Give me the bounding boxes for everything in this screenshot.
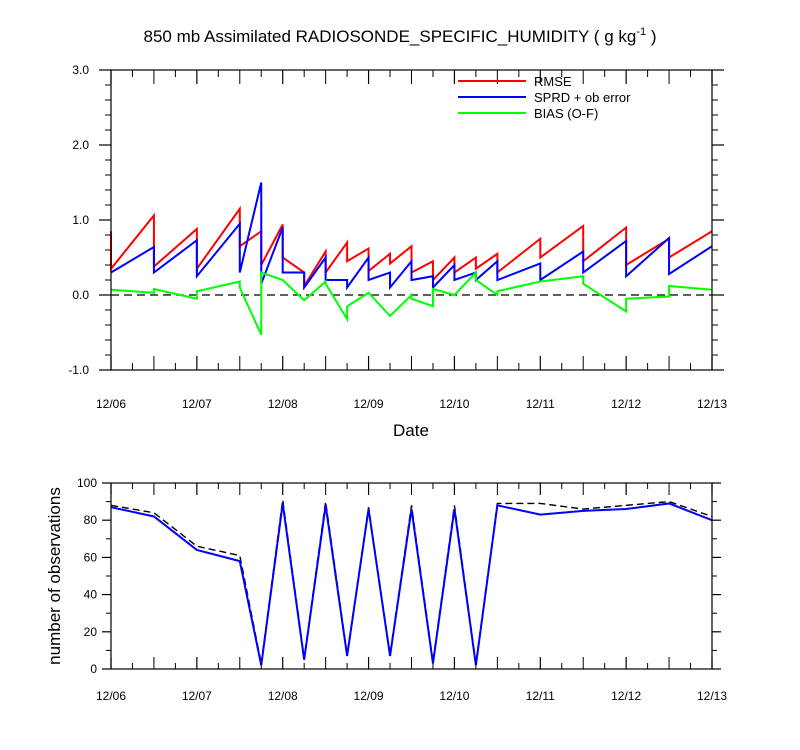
x-tick-label: 12/09 xyxy=(354,689,384,703)
y-tick-label: 0.0 xyxy=(72,288,89,302)
chart-title-superscript: -1 xyxy=(636,26,646,38)
x-tick-label: 12/07 xyxy=(182,397,212,411)
x-tick-label: 12/10 xyxy=(439,397,469,411)
legend-label: BIAS (O-F) xyxy=(534,106,598,121)
y-tick-label: -1.0 xyxy=(68,363,89,377)
top-panel: 12/06 12/07 12/08 12/09 12/10 12/11 12/12 12/13… xyxy=(68,63,727,440)
x-tick-label: 12/10 xyxy=(439,689,469,703)
x-tick-label: 12/09 xyxy=(354,397,384,411)
x-tick-label: 12/11 xyxy=(526,397,555,411)
x-tick-label: 12/13 xyxy=(697,689,727,703)
top-x-axis-title: Date xyxy=(393,421,429,440)
chart-title: 850 mb Assimilated RADIOSONDE_SPECIFIC_H… xyxy=(144,26,657,46)
bottom-panel: 12/06 12/07 12/08 12/09 12/10 12/11 12/12 12/13… xyxy=(45,476,727,703)
y-tick-label: 0 xyxy=(90,662,97,676)
x-tick-label: 12/07 xyxy=(182,689,212,703)
legend-label: RMSE xyxy=(534,74,572,89)
y-tick-label: 1.0 xyxy=(72,213,89,227)
y-tick-label: 20 xyxy=(84,625,98,639)
x-tick-label: 12/06 xyxy=(96,689,126,703)
series-line-sprd-ob-error xyxy=(110,182,713,291)
x-tick-label: 12/08 xyxy=(268,397,298,411)
top-plot-frame xyxy=(110,69,713,371)
x-tick-label: 12/12 xyxy=(611,689,641,703)
x-tick-label: 12/12 xyxy=(611,397,641,411)
x-tick-label: 12/08 xyxy=(268,689,298,703)
y-tick-label: 3.0 xyxy=(72,63,89,77)
x-tick-label: 12/06 xyxy=(96,397,126,411)
y-tick-label: 2.0 xyxy=(72,138,89,152)
x-tick-label: 12/11 xyxy=(526,689,555,703)
y-tick-label: 40 xyxy=(84,588,98,602)
series-line-possible xyxy=(110,499,713,664)
y-tick-label: 100 xyxy=(77,476,97,490)
legend-label: SPRD + ob error xyxy=(534,90,631,105)
y-tick-label: 60 xyxy=(84,550,98,564)
series-line-bias-o-f xyxy=(110,270,713,336)
series-line-assimilated xyxy=(110,502,713,666)
x-tick-label: 12/13 xyxy=(697,397,727,411)
y-tick-label: 80 xyxy=(84,513,98,527)
bottom-y-axis-title: number of observations xyxy=(45,487,64,665)
